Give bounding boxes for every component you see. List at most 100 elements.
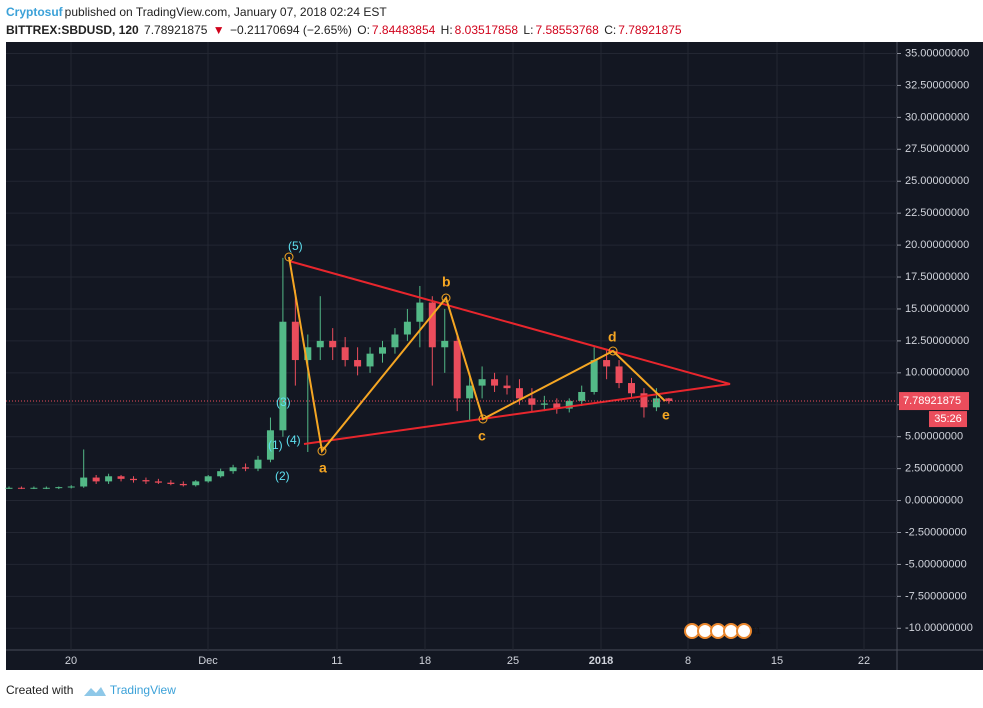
wave-point (441, 293, 451, 303)
y-tick-label: 2.50000000 (905, 463, 963, 475)
candle-body (154, 481, 162, 483)
candle-body (204, 476, 212, 482)
y-tick-label: 5.00000000 (905, 431, 963, 443)
candle-body (229, 467, 237, 472)
y-tick-label: 0.00000000 (905, 494, 963, 506)
candle-body (379, 347, 386, 354)
y-tick-label: 32.50000000 (905, 79, 969, 91)
candle-body (167, 482, 175, 484)
candle-body (466, 385, 474, 399)
wave-label: a (319, 460, 327, 476)
timer-box (929, 411, 967, 428)
candle-body (528, 398, 536, 405)
candle-body (515, 388, 523, 399)
drawings: (1) (2) (3) (4) (5) a b c d e (268, 239, 731, 483)
candle-body (652, 398, 660, 408)
candle-body (615, 366, 623, 384)
badge (723, 623, 739, 639)
y-tick-label: 15.00000000 (905, 303, 969, 315)
y-tick-label: -7.50000000 (905, 590, 967, 602)
candle-body (242, 467, 250, 469)
candle-body (80, 477, 88, 487)
candle-body (30, 487, 38, 489)
candle-body (329, 340, 337, 348)
candle-body (428, 302, 436, 348)
created-with: Created with (6, 683, 74, 697)
candle-body (453, 340, 461, 399)
y-tick-label: 10.00000000 (905, 367, 969, 379)
grid (6, 42, 897, 650)
x-tick-label: Dec (198, 655, 218, 667)
wave-label: d (608, 329, 617, 345)
change: −0.21170694 (−2.65%) (230, 23, 352, 37)
footer: Created with TradingView (6, 683, 176, 697)
wave-label: e (662, 407, 670, 423)
c-label: C: (604, 23, 617, 37)
triangle-line (288, 260, 731, 445)
candle-body (291, 321, 299, 361)
y-tick-label: 25.00000000 (905, 175, 969, 187)
wave-point (478, 414, 488, 424)
badge (710, 623, 726, 639)
y-tick-label: 17.50000000 (905, 271, 969, 283)
price-tag-box (899, 392, 969, 411)
candle-body (130, 478, 137, 481)
candle-body (553, 403, 561, 409)
wave-line (288, 256, 666, 454)
y-tick-label: -5.00000000 (905, 558, 967, 570)
candles (5, 257, 673, 490)
candle-body (628, 383, 635, 394)
wave-label: b (442, 274, 451, 290)
candle-body (254, 459, 262, 469)
candle-body (590, 360, 598, 392)
y-tick-label: -10.00000000 (905, 622, 973, 634)
chart-background (6, 42, 983, 670)
price-tag-label: 7.78921875 (903, 395, 961, 407)
y-tick-label: 27.50000000 (905, 143, 969, 155)
author[interactable]: Cryptosuf (6, 5, 63, 19)
x-tick-label: 20 (65, 655, 77, 667)
wave-label: (3) (276, 395, 291, 409)
x-tick-label: 8 (685, 655, 691, 667)
y-tick-label: 35.00000000 (905, 47, 969, 59)
y-tick-label: 30.00000000 (905, 111, 969, 123)
open: 7.84483854 (371, 23, 436, 37)
header-line-2: BITTREX:SBDUSD, 120 7.78921875 ▼ −0.2117… (6, 23, 684, 37)
candle-body (416, 302, 424, 322)
x-tick-label: 25 (507, 655, 519, 667)
candle-body (403, 321, 411, 335)
candle-body (540, 403, 548, 405)
candle-body (441, 340, 449, 348)
symbol: BITTREX:SBDUSD, 120 (6, 23, 139, 37)
x-tick-label: 11 (331, 655, 342, 667)
badge-label: 11 (751, 625, 760, 635)
wave-label: c (478, 428, 486, 444)
o-label: O: (357, 23, 370, 37)
candle-body (640, 393, 648, 408)
chart: (1) (2) (3) (4) (5) a b c d e 35.0000000… (5, 42, 983, 670)
h-label: H: (440, 23, 453, 37)
candle-body (105, 476, 113, 482)
brand[interactable]: TradingView (109, 683, 176, 697)
badge (697, 623, 713, 639)
candle-body (279, 321, 287, 431)
candle-body (266, 430, 274, 460)
wave-label: (4) (286, 433, 301, 447)
candle-body (179, 483, 187, 486)
candle-body (341, 347, 349, 361)
candle-body (503, 385, 511, 389)
candle-body (603, 360, 611, 367)
y-tick-label: 20.00000000 (905, 239, 969, 251)
candle-body (55, 487, 63, 489)
candle-body (565, 400, 573, 409)
candle-body (192, 481, 200, 486)
candle-body (366, 353, 374, 367)
published: published on TradingView.com, January 07… (64, 5, 387, 19)
candle-body (478, 379, 486, 386)
l-label: L: (523, 23, 534, 37)
tv-logo (83, 686, 106, 696)
wave-point (608, 346, 618, 356)
candle-body (354, 360, 362, 367)
y-tick-label: 12.50000000 (905, 335, 969, 347)
